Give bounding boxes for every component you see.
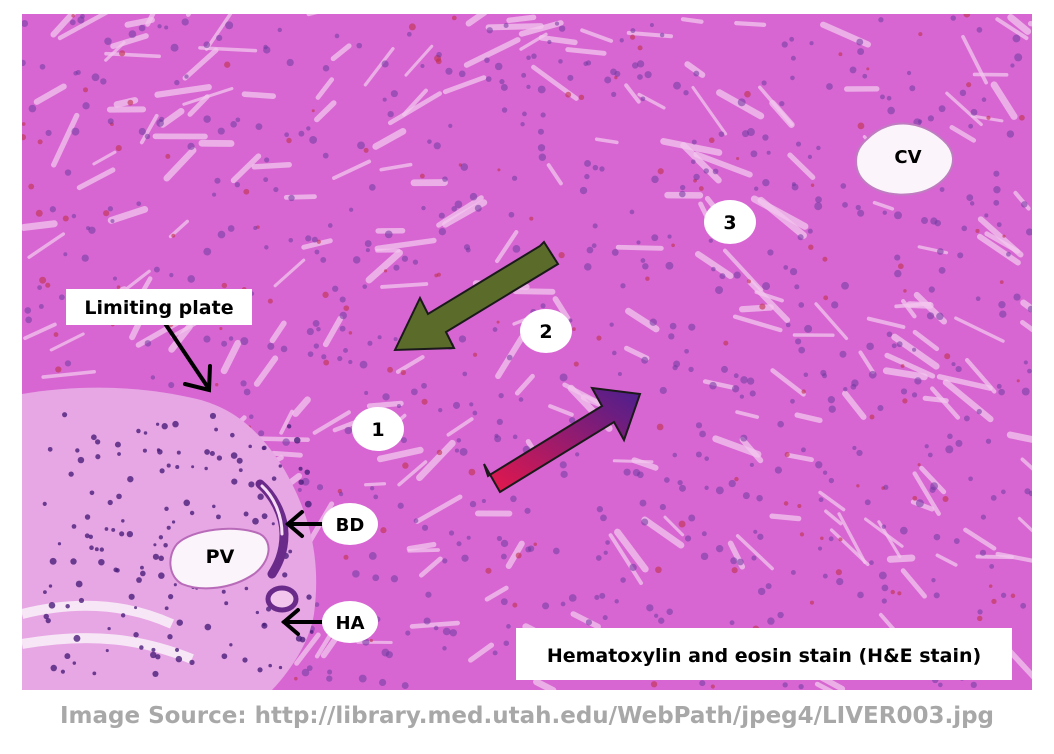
zone-3-badge	[704, 200, 756, 244]
purple-red-direction-arrow	[483, 386, 642, 494]
zone-2-label: 2	[539, 321, 552, 343]
zone-2-badge	[520, 309, 572, 353]
bd-badge	[322, 503, 378, 545]
zone-1-label: 1	[371, 419, 384, 441]
limiting-plate-label: Limiting plate	[84, 297, 233, 319]
ha-label: HA	[336, 613, 365, 634]
hepatic-artery	[265, 585, 299, 613]
image-source-caption: Image Source: http://library.med.utah.ed…	[59, 703, 995, 729]
pv-label: PV	[206, 546, 235, 568]
limiting-plate-label-box	[66, 289, 252, 325]
bd-pointer	[284, 510, 326, 538]
liver-histology-micrograph: Limiting plate 1 2 3 CV PV BD HA Hematox…	[22, 14, 1032, 690]
bile-duct-lumen	[260, 484, 284, 536]
central-vein	[855, 122, 954, 196]
stain-label-box	[516, 628, 1012, 680]
portal-tract	[22, 387, 317, 690]
cv-label: CV	[894, 147, 921, 168]
bd-label: BD	[336, 515, 365, 536]
limiting-plate-pointer	[160, 317, 212, 393]
stain-label: Hematoxylin and eosin stain (H&E stain)	[547, 645, 981, 667]
green-direction-arrow	[393, 240, 560, 352]
portal-tract-strands	[22, 600, 194, 664]
zone-3-label: 3	[723, 212, 736, 234]
portal-vein	[169, 527, 270, 590]
zone-1-badge	[352, 407, 404, 451]
ha-badge	[322, 601, 378, 643]
ha-pointer	[280, 608, 330, 636]
